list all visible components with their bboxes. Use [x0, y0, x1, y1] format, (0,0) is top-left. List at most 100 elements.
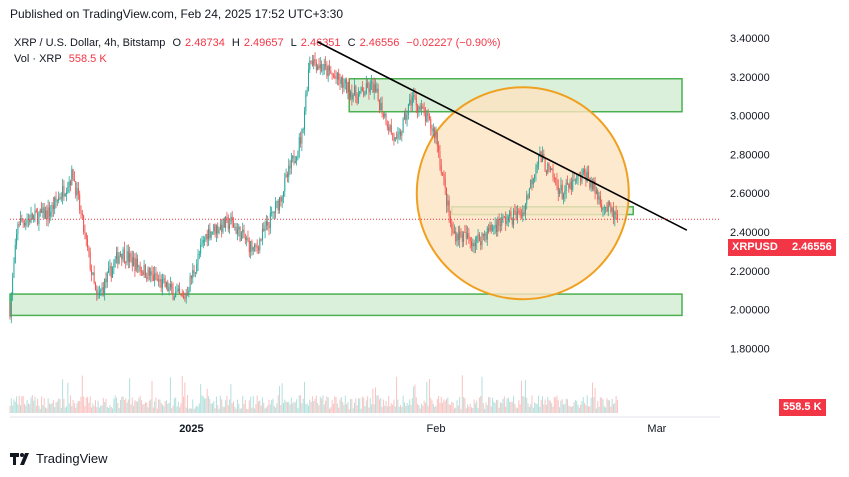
symbol-label[interactable]: XRP / U.S. Dollar, 4h, Bitstamp — [14, 37, 166, 49]
candle-body — [357, 94, 359, 104]
volume-bar — [261, 397, 263, 413]
candle-body — [507, 216, 509, 221]
volume-bar — [585, 405, 587, 413]
price-axis[interactable]: 3.40000 3.20000 3.00000 2.80000 2.60000 2.400… — [730, 33, 770, 355]
candle-body — [194, 272, 196, 274]
volume-bar — [26, 400, 28, 413]
candle-body — [417, 105, 419, 112]
candle-body — [609, 202, 611, 205]
volume-bar — [256, 395, 258, 413]
candle-body — [471, 241, 472, 247]
candle-body — [505, 216, 507, 224]
volume-bar — [539, 406, 541, 413]
volume-bar — [294, 402, 296, 413]
candle-body — [372, 81, 374, 93]
candle-body — [448, 200, 450, 217]
candle-body — [290, 158, 292, 169]
candle-body — [447, 200, 449, 206]
candle-body — [46, 210, 48, 220]
volume-bar — [382, 399, 384, 413]
volume-bar — [477, 408, 479, 413]
candle-body — [524, 203, 526, 215]
volume-bar — [34, 396, 36, 413]
candle-body — [116, 252, 117, 260]
candle-body — [109, 266, 111, 269]
candle-body — [493, 227, 495, 229]
volume-bar — [610, 406, 612, 413]
candle-body — [238, 226, 240, 230]
price-chart[interactable]: 3.40000 3.20000 3.00000 2.80000 2.60000 2.400… — [0, 28, 849, 448]
candle-body — [467, 233, 469, 239]
volume-bar — [68, 403, 70, 413]
candle-body — [246, 238, 248, 240]
volume-bar — [31, 395, 33, 413]
volume-bar — [279, 386, 281, 413]
candle-body — [568, 183, 570, 189]
volume-bar — [181, 375, 183, 413]
volume-label[interactable]: Vol · XRP — [14, 53, 62, 65]
candle-body — [264, 225, 266, 231]
candle-body — [616, 214, 618, 220]
candle-body — [286, 174, 288, 177]
candle-body — [162, 278, 164, 288]
candle-body — [33, 215, 35, 220]
volume-bar — [118, 408, 120, 413]
candle-body — [601, 204, 603, 211]
candle-body — [280, 197, 282, 202]
candle-body — [369, 83, 371, 93]
volume-bar — [231, 403, 233, 413]
candle-body — [94, 282, 96, 290]
candle-body — [539, 151, 541, 156]
volume-bar — [606, 398, 608, 413]
tradingview-logo[interactable]: TradingView — [10, 451, 108, 466]
candle-body — [304, 111, 306, 130]
candle-body — [110, 266, 112, 278]
candle-body — [69, 181, 71, 185]
candle-body — [52, 204, 54, 210]
volume-bar — [139, 395, 141, 413]
volume-bar — [589, 406, 591, 413]
candle-body — [188, 290, 190, 294]
candle-body — [589, 177, 591, 188]
volume-bar — [87, 396, 89, 413]
volume-bar — [194, 407, 196, 413]
candle-body — [23, 222, 25, 226]
volume-bar — [573, 402, 575, 413]
candle-body — [492, 228, 494, 231]
trendline — [317, 41, 688, 231]
volume-bar — [75, 407, 77, 413]
volume-bar — [208, 396, 210, 413]
candle-body — [426, 112, 428, 122]
volume-bar — [126, 402, 128, 413]
volume-bar — [30, 397, 32, 413]
volume-bar — [336, 403, 338, 413]
volume-bar — [37, 398, 39, 413]
candle-body — [22, 220, 24, 223]
candle-body — [468, 233, 470, 238]
candle-body — [243, 229, 245, 238]
volume-bar — [601, 397, 603, 413]
volume-bar — [613, 404, 614, 413]
volume-bar — [397, 399, 399, 413]
candle-body — [205, 234, 207, 240]
volume-bar — [113, 398, 115, 413]
candle-body — [59, 197, 61, 199]
volume-bar — [424, 402, 426, 413]
time-axis[interactable]: 2025 Feb Mar — [10, 416, 720, 435]
candle-body — [397, 133, 399, 139]
volume-bar — [198, 403, 200, 413]
volume-bar — [581, 401, 583, 413]
candle-body — [244, 237, 246, 240]
candle-body — [142, 271, 144, 275]
volume-bar — [597, 401, 599, 413]
candle-body — [285, 174, 287, 178]
candle-body — [73, 178, 75, 182]
volume-bar — [72, 399, 74, 413]
candle-body — [473, 243, 475, 247]
candle-body — [356, 96, 358, 104]
candle-body — [302, 129, 304, 131]
volume-bar — [409, 399, 411, 413]
candle-body — [509, 211, 511, 217]
price-tick-label: 2.20000 — [730, 266, 770, 278]
candle-body — [164, 278, 166, 288]
